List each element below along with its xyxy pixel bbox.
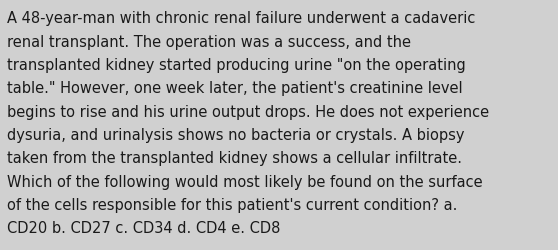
Text: of the cells responsible for this patient's current condition? a.: of the cells responsible for this patien…: [7, 197, 457, 212]
Text: transplanted kidney started producing urine "on the operating: transplanted kidney started producing ur…: [7, 58, 465, 73]
Text: CD20 b. CD27 c. CD34 d. CD4 e. CD8: CD20 b. CD27 c. CD34 d. CD4 e. CD8: [7, 220, 280, 236]
Text: A 48-year-man with chronic renal failure underwent a cadaveric: A 48-year-man with chronic renal failure…: [7, 11, 475, 26]
Text: renal transplant. The operation was a success, and the: renal transplant. The operation was a su…: [7, 34, 411, 50]
Text: begins to rise and his urine output drops. He does not experience: begins to rise and his urine output drop…: [7, 104, 489, 119]
Text: taken from the transplanted kidney shows a cellular infiltrate.: taken from the transplanted kidney shows…: [7, 151, 461, 166]
Text: dysuria, and urinalysis shows no bacteria or crystals. A biopsy: dysuria, and urinalysis shows no bacteri…: [7, 128, 464, 142]
Text: table." However, one week later, the patient's creatinine level: table." However, one week later, the pat…: [7, 81, 463, 96]
Text: Which of the following would most likely be found on the surface: Which of the following would most likely…: [7, 174, 482, 189]
